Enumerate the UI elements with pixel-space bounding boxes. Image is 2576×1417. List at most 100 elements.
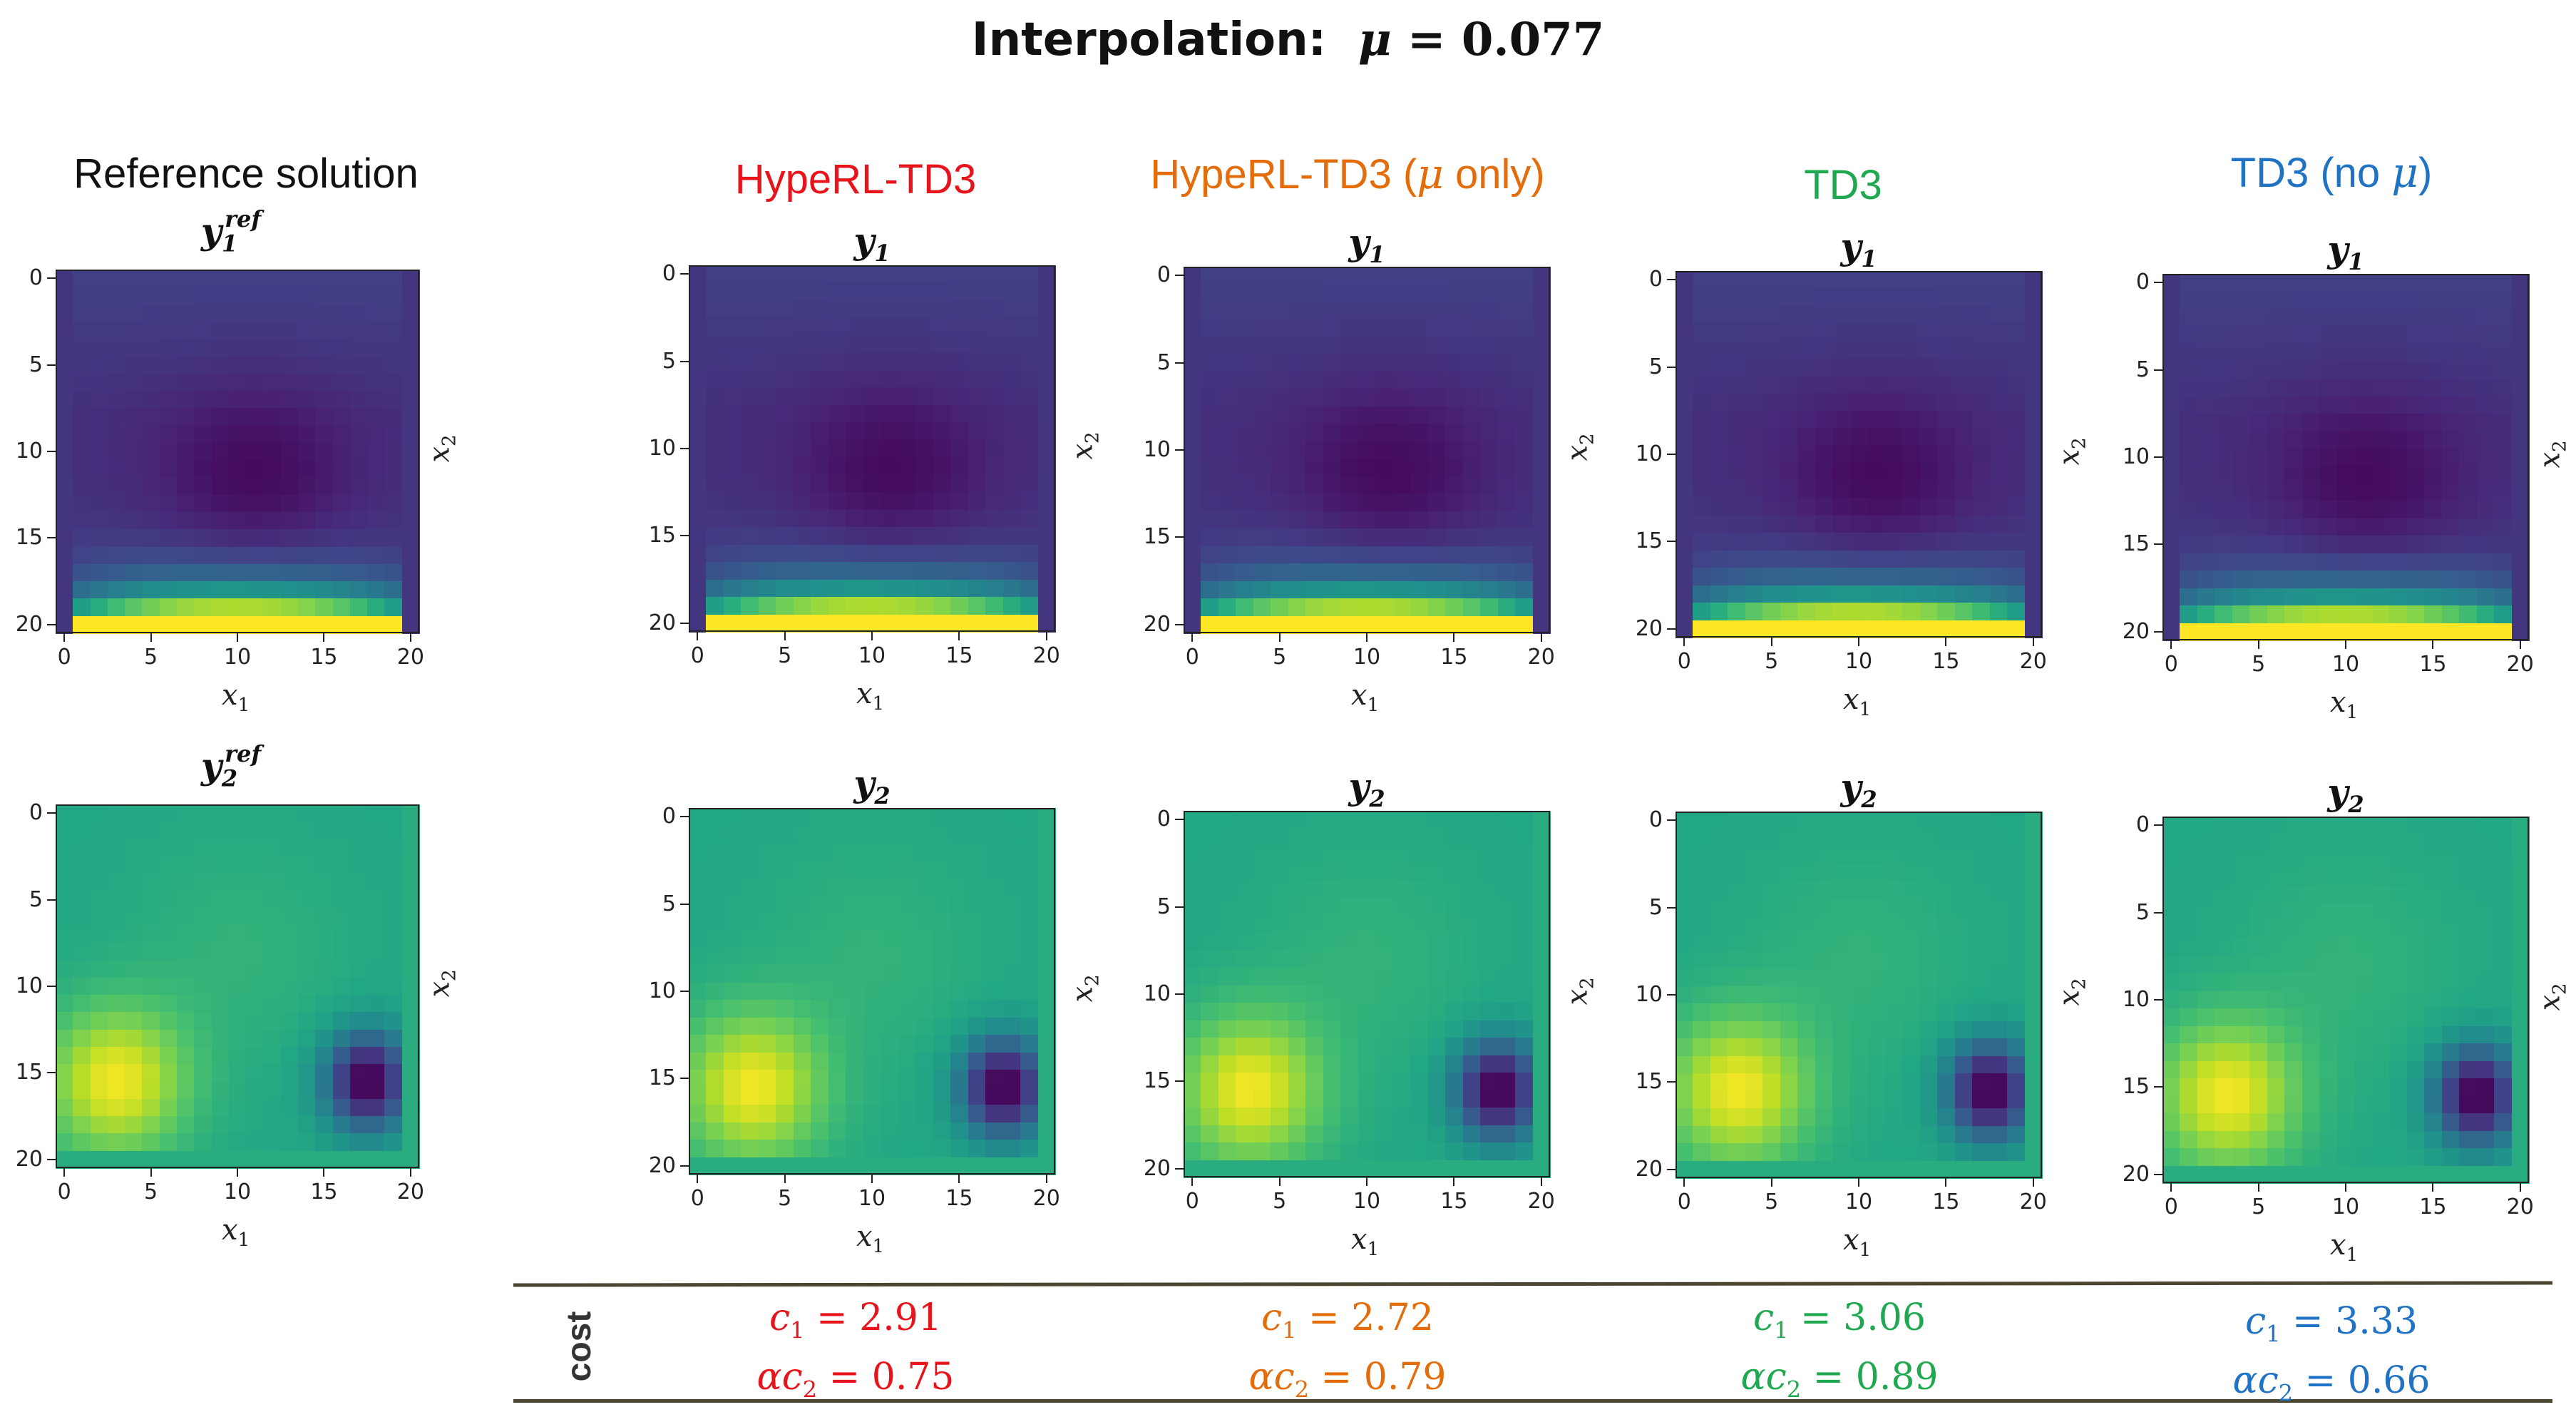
y-tick-mark: [1175, 1080, 1184, 1083]
heatmap-cell: [194, 339, 212, 357]
heatmap-cell: [142, 287, 160, 305]
y-tick-mark: [1667, 454, 1676, 455]
heatmap-cell: [401, 304, 420, 322]
x-tick-mark: [1278, 633, 1281, 642]
x-tick-mark: [2170, 1183, 2172, 1192]
cost-entry-td3: c1 = 3.06 αc2 = 0.89: [1661, 1294, 2018, 1413]
y-tick-label: 20: [648, 1152, 676, 1178]
y-tick-label: 10: [15, 973, 43, 998]
y-tick-mark: [680, 816, 689, 818]
cost-label: cost: [560, 1307, 602, 1386]
y-tick-mark: [1667, 906, 1676, 909]
x-tick-mark: [1540, 1177, 1542, 1186]
x-tick-label: 20: [1527, 1189, 1555, 1214]
y-tick-label: 15: [1635, 1069, 1663, 1095]
y-tick-mark: [47, 986, 56, 987]
y-tick-mark: [680, 991, 689, 992]
y-tick-label: 0: [662, 804, 676, 829]
y-tick-label: 15: [1143, 524, 1171, 550]
x-tick-mark: [1540, 633, 1542, 642]
plot-frame: [689, 808, 1055, 1175]
x-tick-mark: [1191, 1177, 1194, 1186]
y-tick-mark: [2154, 369, 2162, 371]
heatmap-cell: [177, 304, 195, 322]
heatmap-cell: [90, 321, 108, 339]
cost-ac2-line: αc2 = 0.75: [756, 1356, 955, 1403]
x-tick-mark: [2345, 1183, 2346, 1192]
y-tick-mark: [2154, 456, 2162, 458]
heatmap-cell: [298, 339, 316, 357]
x-tick-label: 10: [858, 643, 886, 668]
y-tick-label: 0: [1156, 807, 1171, 832]
x-tick-label: 15: [1932, 1190, 1960, 1214]
x-tick-mark: [150, 1168, 152, 1177]
y-tick-label: 5: [1156, 894, 1171, 919]
y-tick-label: 15: [1143, 1068, 1171, 1094]
y-tick-mark: [1175, 819, 1184, 821]
heatmap-cell: [142, 321, 160, 339]
cost-c1-line: c1 = 2.91: [769, 1296, 942, 1344]
heatmap-cell: [367, 270, 386, 287]
panel-title-y1: y1: [2327, 228, 2364, 275]
y-tick-label: 10: [2122, 444, 2150, 469]
y-tick-mark: [1175, 449, 1184, 451]
heatmap-cell: [90, 270, 108, 287]
heatmap-cell: [159, 270, 178, 287]
cost-c1-value: 3.06: [1843, 1296, 1926, 1339]
x-tick-mark: [2519, 1183, 2521, 1192]
heatmap-cell: [73, 270, 91, 287]
heatmap-cell: [125, 304, 143, 322]
y-tick-label: 15: [15, 525, 43, 551]
cost-ac2-line: αc2 = 0.66: [2232, 1359, 2431, 1407]
title-prefix: Interpolation:: [971, 14, 1327, 66]
x-tick-mark: [2257, 640, 2259, 649]
x-tick-label: 0: [1185, 1189, 1199, 1214]
y-tick-mark: [1175, 362, 1184, 364]
heatmap-cell: [246, 304, 265, 322]
header-text: Reference solution: [73, 150, 419, 197]
heatmap-cell: [246, 287, 265, 305]
heatmap-cell: [367, 287, 386, 305]
heatmap-cell: [107, 287, 125, 305]
y-tick-mark: [2154, 999, 2162, 1001]
y-tick-label: 20: [15, 1146, 43, 1172]
y-tick-label: 15: [1635, 528, 1663, 554]
x-tick-label: 0: [57, 1180, 71, 1204]
x-tick-label: 20: [396, 645, 424, 670]
y-tick-mark: [1175, 623, 1184, 625]
figure-title: Interpolation: μ = 0.077: [0, 13, 2576, 66]
x-tick-mark: [2032, 1178, 2034, 1187]
y-tick-mark: [2154, 1173, 2162, 1175]
y-tick-label: 0: [1156, 262, 1171, 288]
x-tick-label: 20: [1527, 645, 1555, 670]
column-header-hyperl-td3: HypeRL-TD3: [677, 155, 1034, 203]
heatmap-cell: [401, 270, 420, 287]
y-tick-mark: [1667, 994, 1676, 996]
heatmap-cell: [349, 304, 368, 322]
y-tick-label: 5: [1156, 349, 1171, 375]
x-tick-mark: [1683, 1178, 1685, 1187]
x-tick-label: 20: [2019, 649, 2047, 674]
y-tick-label: 0: [2135, 270, 2150, 295]
x-tick-label: 0: [690, 1186, 704, 1211]
heatmap-cell: [263, 339, 282, 357]
x-tick-label: 10: [223, 1180, 252, 1204]
x-tick-mark: [2032, 638, 2034, 646]
panel-title-y2: y2: [1348, 765, 1385, 812]
y-tick-label: 20: [1635, 1156, 1663, 1182]
x-tick-mark: [1858, 638, 1859, 646]
heatmap-cell: [211, 304, 230, 322]
y-tick-label: 20: [2122, 1161, 2150, 1187]
cost-ac2-line: αc2 = 0.79: [1248, 1356, 1447, 1403]
heatmap-cell: [246, 270, 265, 287]
x-tick-label: 20: [1032, 643, 1060, 668]
x-tick-label: 0: [1677, 1190, 1691, 1214]
heatmap-cell: [90, 356, 108, 374]
heatmap-cell: [107, 321, 125, 339]
y-axis-label: x2: [1066, 974, 1104, 1003]
heatmap-cell: [246, 321, 265, 339]
x-tick-mark: [237, 633, 238, 642]
x-tick-label: 0: [2164, 1195, 2178, 1219]
y-tick-label: 5: [2135, 899, 2150, 925]
heatmap-cell: [263, 270, 282, 287]
